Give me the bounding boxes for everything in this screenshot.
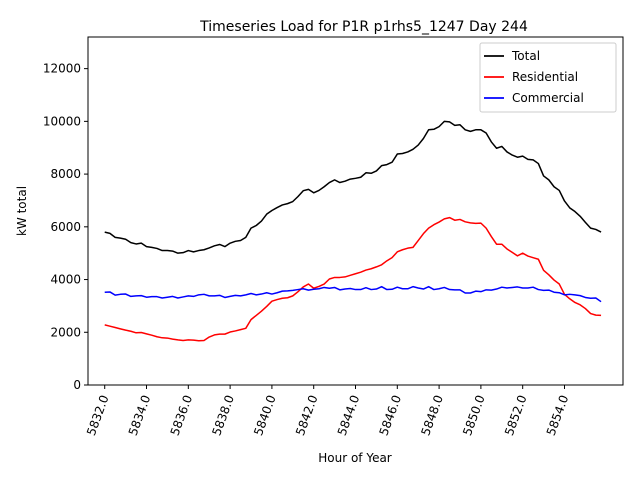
y-tick-label: 4000 bbox=[50, 273, 81, 287]
series-line-residential bbox=[104, 216, 602, 342]
series-line-total bbox=[104, 120, 602, 254]
y-axis-label: kW total bbox=[15, 186, 29, 236]
x-axis-label: Hour of Year bbox=[318, 451, 392, 465]
series-layer bbox=[104, 120, 602, 342]
y-tick-label: 10000 bbox=[43, 114, 81, 128]
legend-label-total: Total bbox=[511, 49, 540, 63]
legend: Total Residential Commercial bbox=[479, 42, 617, 113]
y-tick-label: 12000 bbox=[43, 62, 81, 76]
plot-area bbox=[87, 36, 624, 386]
legend-label-commercial: Commercial bbox=[512, 91, 584, 105]
y-axis: 0 2000 4000 6000 8000 10000 12000 bbox=[43, 62, 88, 392]
chart-title: Timeseries Load for P1R p1rhs5_1247 Day … bbox=[199, 19, 528, 35]
y-tick-label: 8000 bbox=[50, 167, 81, 181]
y-tick-label: 0 bbox=[73, 378, 81, 392]
y-tick-label: 6000 bbox=[50, 220, 81, 234]
y-tick-label: 2000 bbox=[50, 325, 81, 339]
legend-box bbox=[479, 42, 617, 113]
series-line-commercial bbox=[104, 285, 602, 303]
legend-label-residential: Residential bbox=[512, 70, 578, 84]
